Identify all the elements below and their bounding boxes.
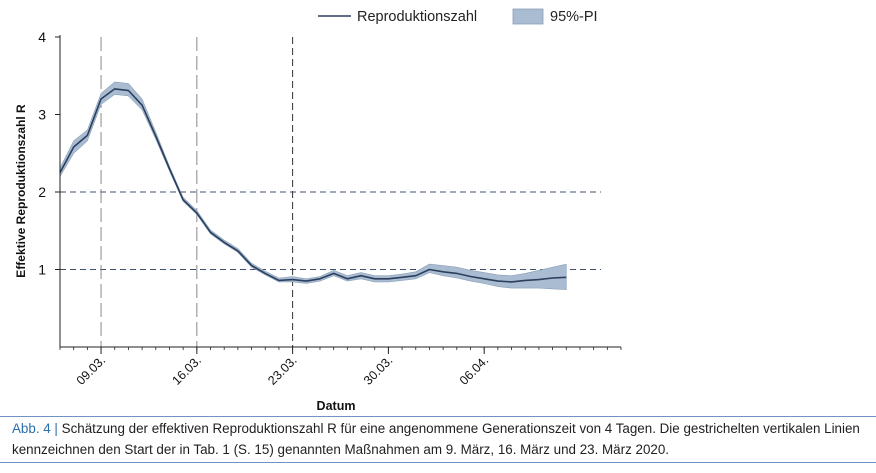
y-tick-label: 2 [38,184,46,200]
y-axis-label: Effektive Reproduktionszahl R [14,104,28,278]
caption-bottom-rule [0,462,876,463]
confidence-band [59,81,567,290]
x-tick-label: 30.03. [361,353,395,387]
plot-area: 1 2 3 4 09.03. 16.03. 23.03. 30.03. 06.04. [38,29,622,388]
chart: Reproduktionszahl 95%-PI 1 2 3 4 09.03. 16.03… [14,8,622,413]
x-axis-label: Datum [317,399,356,413]
y-tick-label: 4 [38,29,46,45]
legend: Reproduktionszahl 95%-PI [318,8,598,25]
y-tick-label: 1 [38,262,46,278]
legend-label-95-pi: 95%-PI [550,9,598,25]
x-tick-label: 23.03. [265,353,299,387]
figure-caption: Abb. 4 | Schätzung der effektiven Reprod… [12,418,864,460]
legend-band-swatch [512,8,544,25]
caption-label: Abb. 4 | [12,421,58,436]
x-tick-label: 06.04. [457,353,491,387]
x-tick-label: 16.03. [169,353,203,387]
legend-label-reproduktionszahl: Reproduktionszahl [357,9,477,25]
y-tick-label: 3 [38,107,46,123]
caption-text: Schätzung der effektiven Reproduktionsza… [12,421,860,457]
series-line-reproduktionszahl [59,88,567,283]
x-tick-label: 09.03. [74,353,108,387]
caption-top-rule [0,416,876,417]
